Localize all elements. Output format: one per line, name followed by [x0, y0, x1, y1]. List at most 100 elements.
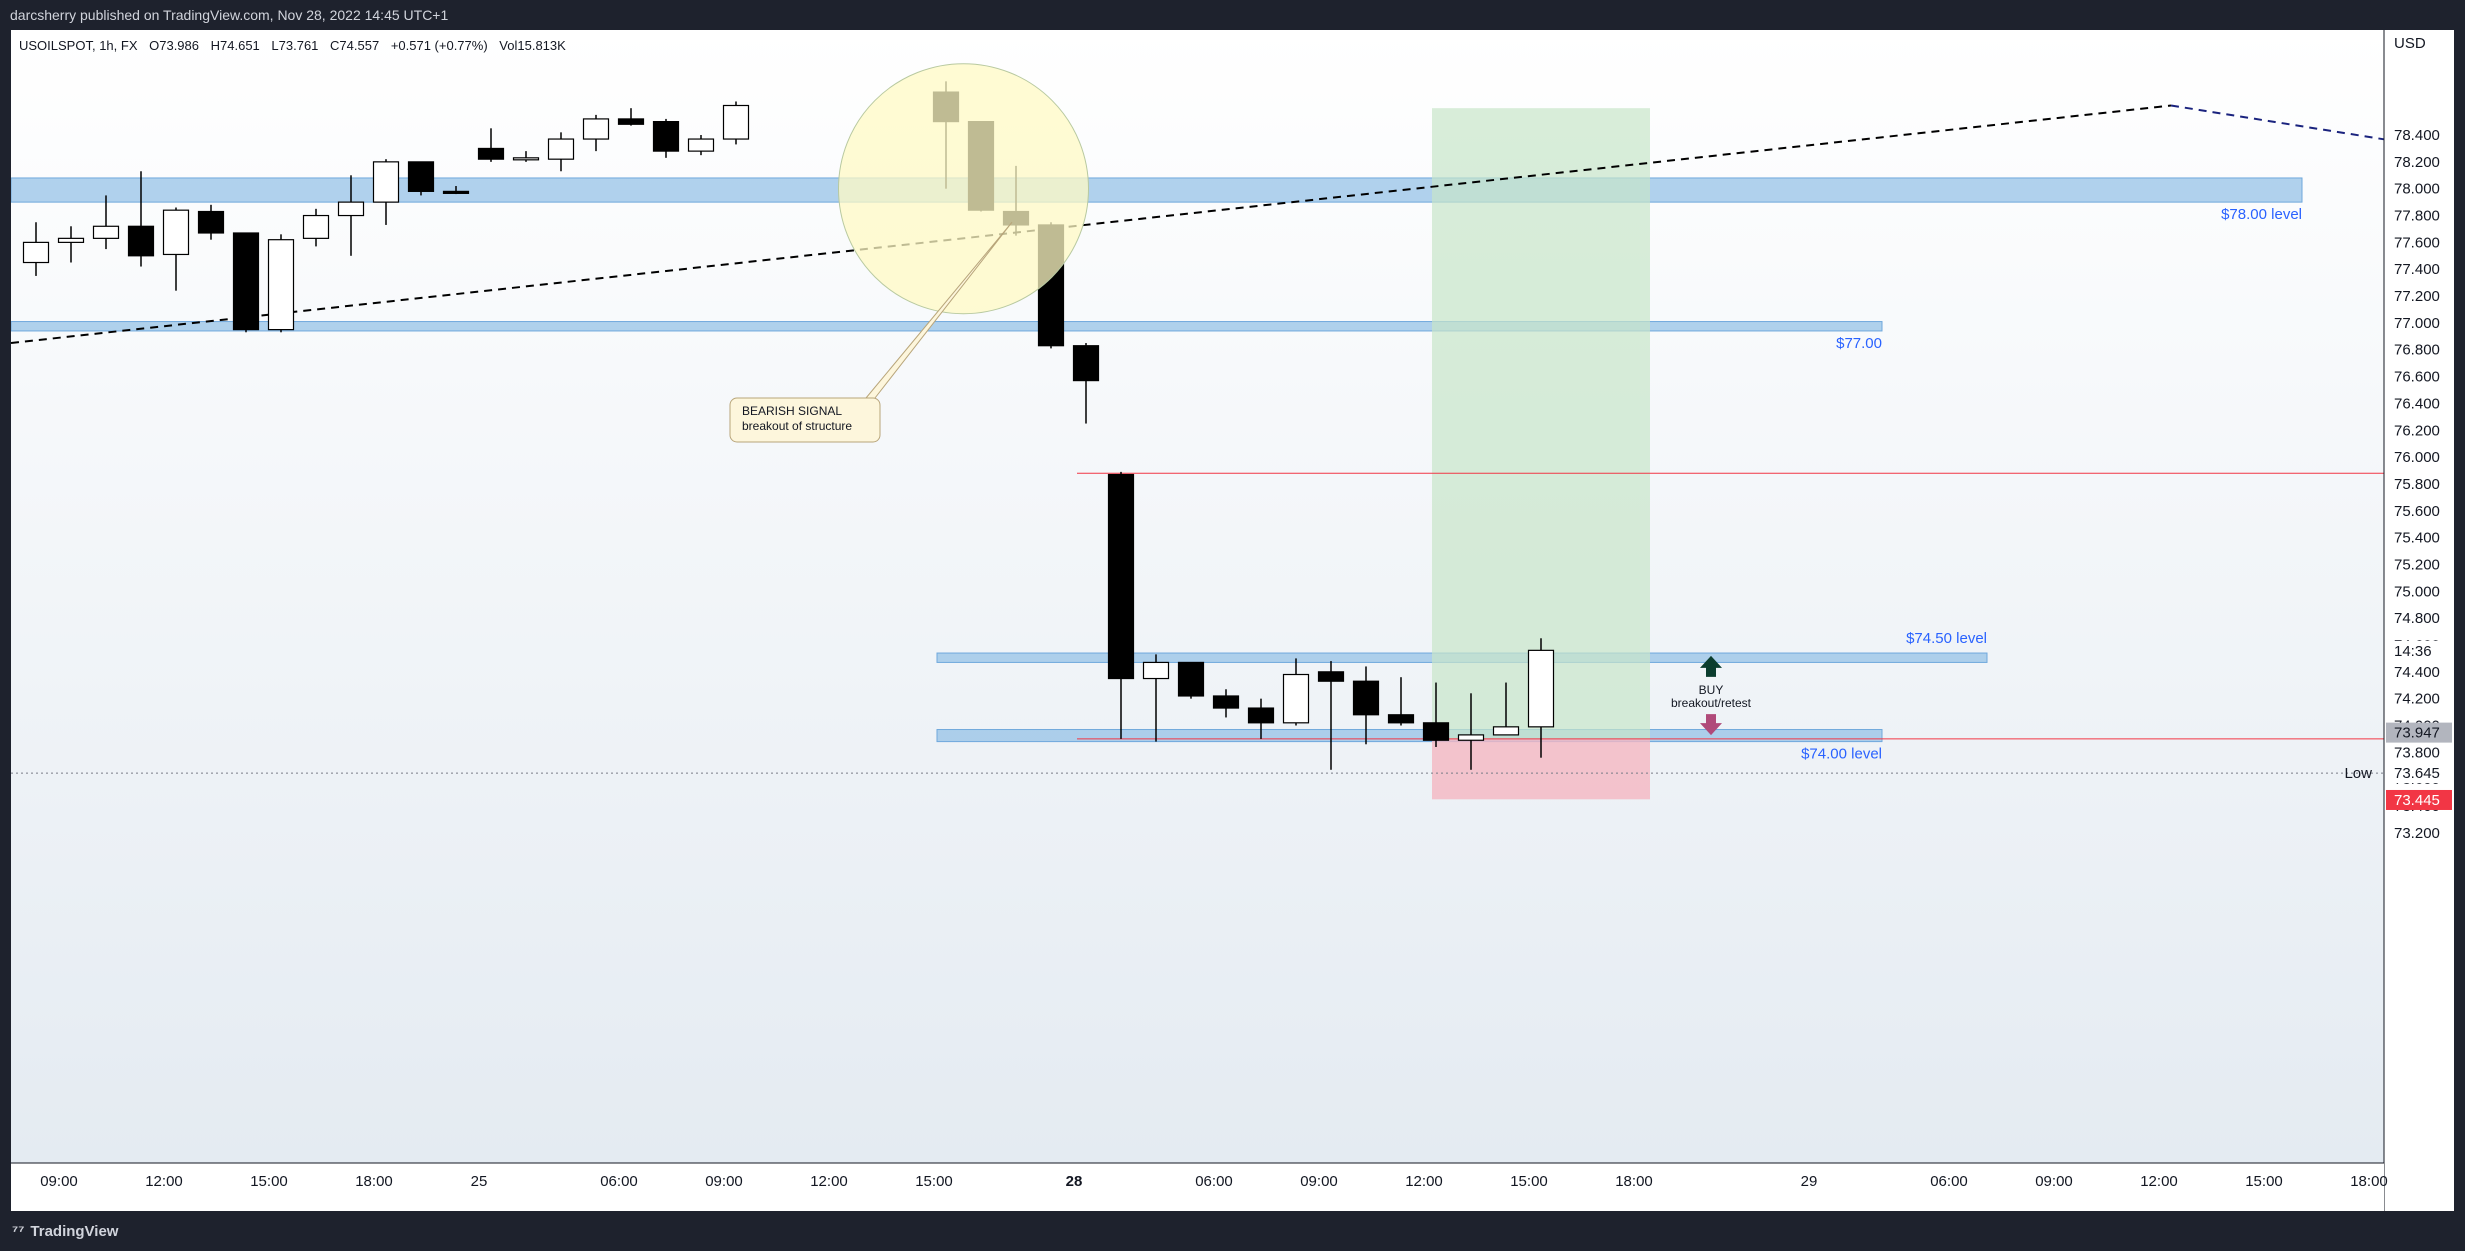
y-tick-label: 73.200 [2394, 825, 2440, 842]
candle-body [1072, 345, 1100, 382]
chart-background [11, 30, 2454, 1211]
published-header: darcsherry published on TradingView.com,… [0, 0, 2465, 30]
candle-body [1387, 714, 1415, 724]
buy-sublabel: breakout/retest [1671, 696, 1752, 710]
buy-label: BUY [1699, 683, 1724, 697]
zone-2 [11, 321, 1883, 332]
x-tick-label: 29 [1801, 1173, 1818, 1190]
price-badge-label-4: 73.445 [2394, 792, 2440, 809]
profit-zone [1432, 108, 1650, 739]
legend-high: H74.651 [210, 38, 260, 53]
zone-label-1: $78.00 level [2221, 206, 2302, 223]
candle-body [1527, 649, 1555, 728]
chart-area[interactable]: $78.00 level $77.00 $74.50 level $74.00 lev… [11, 30, 2454, 1211]
y-tick-label: 77.200 [2394, 288, 2440, 305]
y-tick-label: 77.400 [2394, 261, 2440, 278]
x-tick-label: 12:00 [2140, 1173, 2178, 1190]
x-tick-label: 09:00 [2035, 1173, 2073, 1190]
currency-label: USD [2394, 35, 2426, 52]
zone-label-3: $74.50 level [1906, 630, 1987, 647]
candle-body [547, 138, 575, 160]
zone-1 [11, 177, 2303, 203]
price-chart[interactable]: $78.00 level $77.00 $74.50 level $74.00 lev… [11, 30, 2454, 1211]
y-tick-label: 76.400 [2394, 395, 2440, 412]
x-tick-label: 06:00 [1195, 1173, 1233, 1190]
y-tick-label: 75.400 [2394, 530, 2440, 547]
candle-body [442, 190, 470, 194]
price-badge-4 [2386, 789, 2452, 810]
y-tick-label: 75.800 [2394, 476, 2440, 493]
x-tick-label: 15:00 [1510, 1173, 1548, 1190]
x-tick-label: 09:00 [40, 1173, 78, 1190]
x-tick-label: 18:00 [1615, 1173, 1653, 1190]
x-tick-label: 18:00 [2350, 1173, 2388, 1190]
legend-change: +0.571 (+0.77%) [390, 38, 488, 53]
arrow-up-icon [1700, 655, 1722, 677]
y-tick-label: 78.200 [2394, 154, 2440, 171]
candle-body [127, 225, 155, 257]
highlight-circle [838, 63, 1089, 315]
x-tick-label: 06:00 [1930, 1173, 1968, 1190]
x-tick-label: 18:00 [355, 1173, 393, 1190]
x-tick-label: 12:00 [145, 1173, 183, 1190]
y-tick-label: 77.000 [2394, 315, 2440, 332]
bearish-callout-title: BEARISH SIGNAL [742, 404, 842, 418]
tradingview-logo-icon: ⁷⁷ [12, 1223, 25, 1240]
x-tick-label: 15:00 [2245, 1173, 2283, 1190]
y-tick-label: 73.800 [2394, 744, 2440, 761]
y-tick-label: 76.800 [2394, 342, 2440, 359]
time-axis [11, 1163, 2384, 1211]
price-badge-label-2: 73.947 [2394, 725, 2440, 742]
candle-body [1212, 695, 1240, 709]
candle-body [1422, 722, 1450, 741]
y-tick-label: 75.000 [2394, 583, 2440, 600]
candle-body [1352, 680, 1380, 716]
candle-body [1177, 661, 1205, 697]
candle-body [162, 209, 190, 256]
candle-body [57, 237, 85, 243]
candle-body [267, 239, 295, 331]
trendline [11, 104, 2172, 345]
legend-volume: Vol15.813K [499, 38, 566, 53]
candle-body [22, 241, 50, 264]
x-tick-label: 15:00 [250, 1173, 288, 1190]
zone-label-2: $77.00 [1836, 335, 1882, 352]
price-axis [2384, 30, 2454, 1211]
candle-body [687, 138, 715, 152]
symbol-legend: USOILSPOT, 1h, FX O73.986 H74.651 L73.76… [19, 38, 574, 53]
x-tick-label: 09:00 [705, 1173, 743, 1190]
y-tick-label: 77.600 [2394, 234, 2440, 251]
y-tick-label: 78.400 [2394, 127, 2440, 144]
y-tick-label: 76.600 [2394, 369, 2440, 386]
x-tick-label: 28 [1066, 1173, 1083, 1190]
candle-body [512, 157, 540, 161]
y-tick-label: 74.200 [2394, 691, 2440, 708]
zone-label-4: $74.00 level [1801, 746, 1882, 763]
candle-body [232, 232, 260, 331]
x-tick-label: 12:00 [1405, 1173, 1443, 1190]
candle-body [477, 147, 505, 160]
candle-body [1107, 473, 1135, 680]
candle-body [1457, 734, 1485, 741]
x-tick-label: 09:00 [1300, 1173, 1338, 1190]
y-tick-label: 77.800 [2394, 208, 2440, 225]
y-tick-label: 76.000 [2394, 449, 2440, 466]
x-tick-label: 15:00 [915, 1173, 953, 1190]
candle-body [302, 214, 330, 239]
y-tick-label: 78.000 [2394, 181, 2440, 198]
bearish-callout-text: breakout of structure [742, 419, 852, 433]
callout-pointer [865, 221, 1013, 399]
y-tick-label: 75.200 [2394, 556, 2440, 573]
candle-body [617, 118, 645, 125]
legend-close: C74.557 [330, 38, 380, 53]
tradingview-logo[interactable]: ⁷⁷ TradingView [12, 1223, 118, 1240]
candle-body [197, 210, 225, 234]
candle-body [1317, 671, 1345, 682]
candle-body [92, 225, 120, 239]
y-tick-label: 75.600 [2394, 503, 2440, 520]
tradingview-brand: TradingView [30, 1223, 119, 1240]
candle-body [1492, 726, 1520, 736]
x-tick-label: 25 [471, 1173, 488, 1190]
price-badge-label-3: 73.645 [2394, 765, 2440, 782]
legend-open: O73.986 [149, 38, 199, 53]
